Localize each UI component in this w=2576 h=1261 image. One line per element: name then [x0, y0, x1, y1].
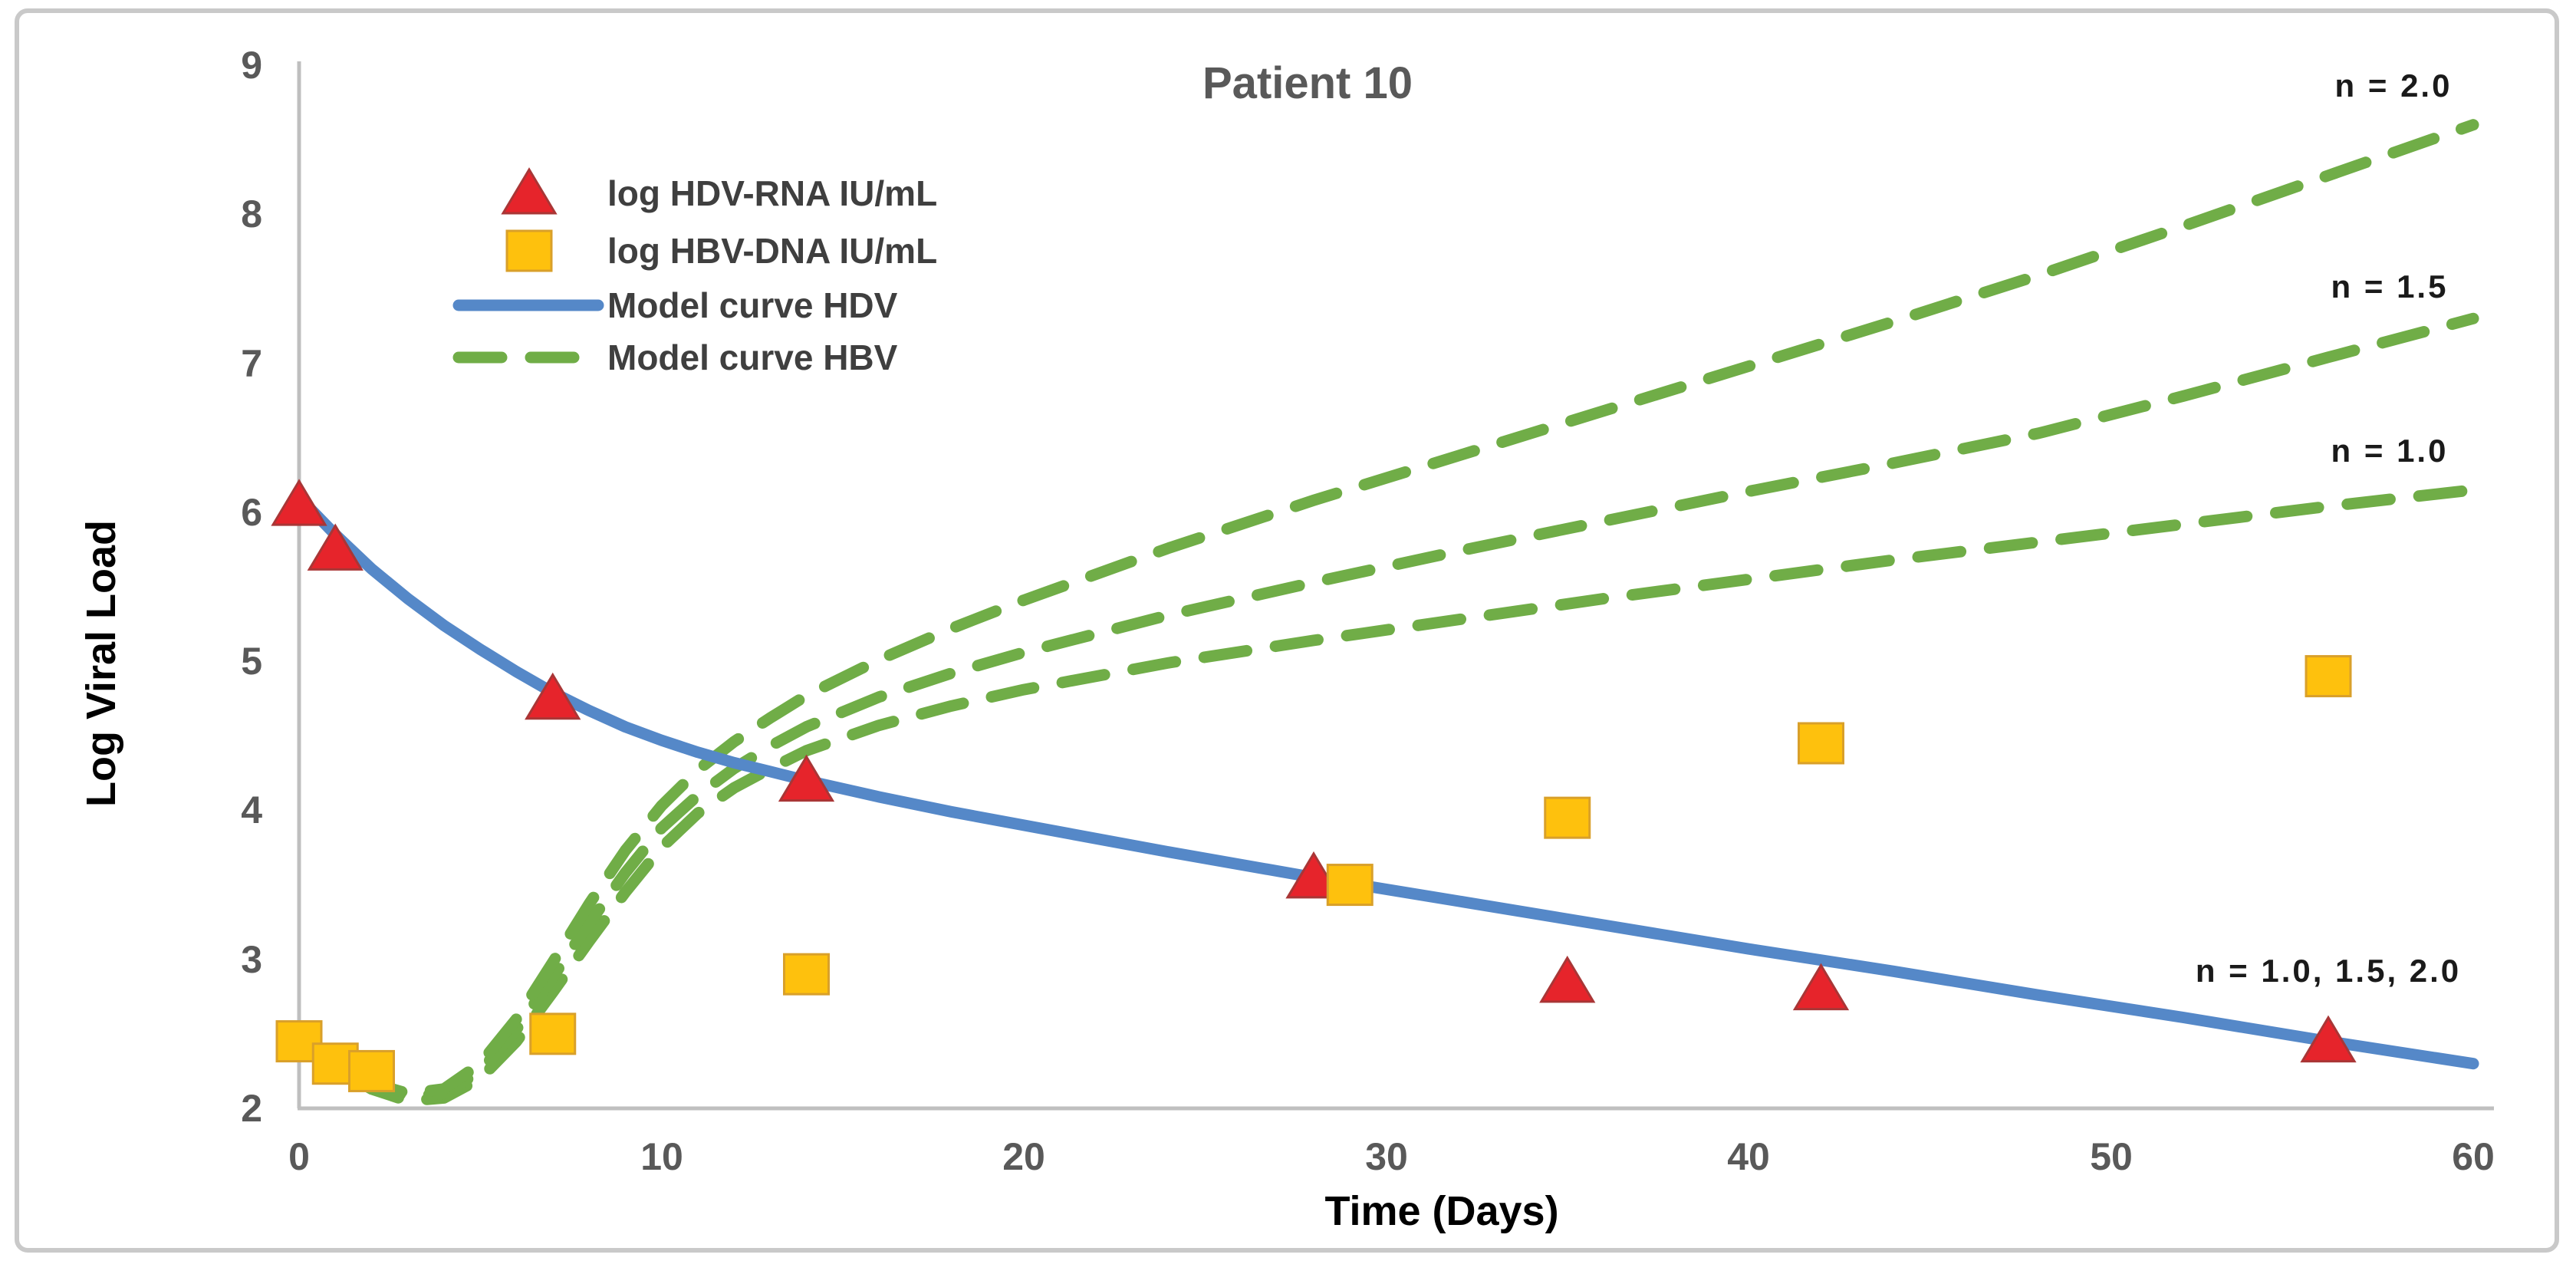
x-tick-label: 0: [288, 1135, 310, 1178]
model-curve-hbv-1: [293, 312, 2479, 1102]
x-tick-label: 20: [1002, 1135, 1045, 1178]
y-tick-label: 9: [241, 44, 262, 87]
legend-label: log HBV-DNA IU/mL: [607, 231, 937, 271]
figure-border: [15, 8, 2559, 1253]
x-tick-label: 50: [2090, 1135, 2133, 1178]
legend-label: Model curve HBV: [607, 337, 898, 377]
annotation-label: n = 1.0: [2331, 433, 2449, 469]
hbv-dna-point: [2305, 655, 2352, 698]
model-curve-hdv: [293, 491, 2479, 1070]
y-tick-label: 3: [241, 938, 262, 981]
legend-label: log HDV-RNA IU/mL: [607, 173, 937, 213]
hdv-rna-point: [307, 523, 364, 571]
y-tick-label: 6: [241, 491, 262, 534]
hbv-dna-point: [348, 1049, 395, 1092]
x-tick-label: 30: [1365, 1135, 1408, 1178]
x-axis-title: Time (Days): [1324, 1188, 1558, 1234]
annotation-label: n = 1.0, 1.5, 2.0: [2196, 953, 2461, 989]
y-tick-label: 7: [241, 342, 262, 385]
legend-square-icon: [505, 229, 553, 272]
hbv-dna-point: [783, 953, 830, 996]
x-tick-label: 10: [640, 1135, 683, 1178]
x-tick-label: 60: [2452, 1135, 2495, 1178]
hdv-rna-point: [1792, 963, 1850, 1011]
hdv-rna-point: [778, 754, 835, 802]
hbv-dna-point: [1798, 722, 1844, 765]
annotation-label: n = 1.5: [2331, 268, 2449, 305]
hdv-rna-point: [525, 672, 581, 720]
y-tick-label: 8: [241, 193, 262, 235]
annotation-label: n = 2.0: [2335, 67, 2453, 104]
hbv-dna-point: [529, 1012, 577, 1055]
y-tick-label: 4: [241, 789, 262, 831]
legend-label: Model curve HDV: [607, 285, 898, 325]
x-tick-label: 40: [1727, 1135, 1770, 1178]
hdv-rna-point: [1539, 955, 1596, 1003]
model-curve-hbv-2: [293, 119, 2479, 1100]
legend-triangle-icon: [501, 167, 558, 215]
hbv-dna-point: [1544, 796, 1591, 839]
chart-title: Patient 10: [1202, 58, 1413, 108]
hbv-dna-point: [1326, 864, 1374, 907]
hdv-rna-point: [271, 479, 327, 526]
y-axis-title: Log Viral Load: [78, 520, 124, 807]
y-tick-label: 5: [241, 640, 262, 683]
hdv-rna-point: [2300, 1015, 2357, 1063]
y-tick-label: 2: [241, 1087, 262, 1130]
